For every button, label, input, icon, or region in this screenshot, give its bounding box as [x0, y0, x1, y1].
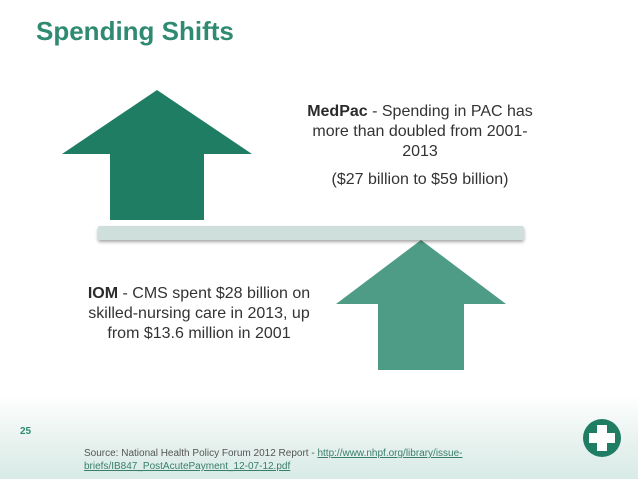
footer-gradient	[0, 396, 638, 479]
medpac-description: - Spending in PAC has more than doubled …	[312, 103, 533, 160]
iom-description: - CMS spent $28 billion on skilled-nursi…	[88, 285, 311, 342]
up-arrow-large-icon	[62, 90, 252, 220]
medical-cross-icon	[583, 419, 621, 457]
up-arrow-small-icon	[336, 240, 506, 370]
iom-text: IOM - CMS spent $28 billion on skilled-n…	[84, 284, 314, 344]
medpac-lead: MedPac	[307, 103, 368, 120]
medpac-text: MedPac - Spending in PAC has more than d…	[300, 102, 540, 190]
source-citation: Source: National Health Policy Forum 201…	[84, 447, 524, 473]
medpac-range: ($27 billion to $59 billion)	[331, 171, 509, 188]
slide-title: Spending Shifts	[36, 16, 234, 46]
balance-bar	[98, 226, 524, 240]
source-link[interactable]: http://www.nhpf.org/library/issue-briefs…	[84, 448, 463, 472]
iom-lead: IOM	[87, 285, 119, 302]
source-prefix: Source: National Health Policy Forum 201…	[84, 448, 318, 459]
slide-number: 25	[20, 426, 32, 437]
